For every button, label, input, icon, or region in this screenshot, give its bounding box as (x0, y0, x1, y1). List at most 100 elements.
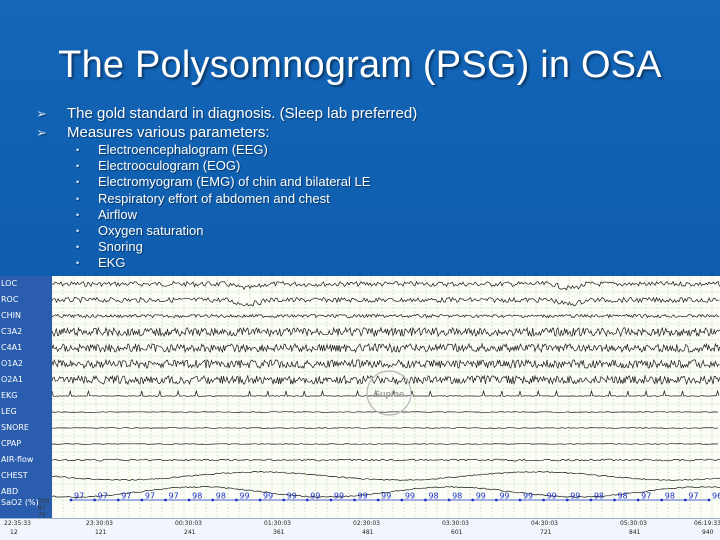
sub-bullet-text: Electrooculogram (EOG) (98, 158, 241, 174)
sub-bullet-item: • Airflow (36, 207, 716, 223)
sub-bullet-item: • Electromyogram (EMG) of chin and bilate… (36, 174, 716, 190)
channel-label-snore: SNORE (1, 423, 29, 432)
sao2-point (447, 498, 451, 502)
sao2-value-label: 99 (381, 492, 391, 501)
sub-bullet-item: • Electrooculogram (EOG) (36, 158, 716, 174)
dot-bullet-icon: • (76, 145, 80, 155)
bullet-item: ➢ Measures various parameters: (36, 123, 716, 142)
sao2-point (542, 498, 545, 502)
channel-label-c3a2: C3A2 (1, 327, 23, 336)
sao2-value-label: 97 (121, 492, 131, 501)
sao2-value-label: 99 (523, 492, 533, 501)
channel-label-roc: ROC (1, 295, 19, 304)
sao2-point (235, 498, 238, 502)
sao2-value-label: 99 (405, 492, 415, 501)
sao2-value-label: 98 (428, 492, 438, 501)
sao2-point (683, 498, 687, 502)
sao2-point (494, 498, 498, 502)
sub-bullet-item: • Oxygen saturation (36, 223, 716, 239)
sao2-value-label: 97 (145, 492, 155, 501)
sub-bullet-item: • EKG (36, 255, 716, 271)
sub-bullet-item: • Respiratory effort of abdomen and chest (36, 191, 716, 207)
epoch-label: 601 (451, 529, 463, 536)
sao2-value-label: 99 (547, 492, 557, 501)
sao2-value-label: 99 (239, 492, 249, 501)
sub-bullet-text: Snoring (98, 239, 143, 255)
sao2-value-label: 98 (216, 492, 226, 501)
sao2-value-label: 99 (310, 492, 320, 501)
epoch-label: 361 (273, 529, 285, 536)
sao2-point (211, 498, 215, 502)
dot-bullet-icon: • (76, 209, 80, 220)
time-label: 23:30:03 (86, 520, 113, 527)
trace-area: 97 97 97 97 97 98 98 99 99 99 99 99 99 99 99 98 98 99 99 99… (12, 276, 720, 518)
sao2-value-label: 99 (263, 492, 273, 501)
dot-bullet-icon: • (76, 193, 80, 204)
dot-bullet-icon: • (76, 161, 80, 172)
sao2-point (69, 498, 73, 502)
sao2-point (282, 498, 286, 502)
epoch-label: 841 (629, 529, 641, 536)
sao2-value-label: 97 (641, 492, 651, 501)
sao2-value-label: 97 (98, 492, 108, 501)
time-label: 02:30:03 (353, 520, 380, 527)
sao2-point (636, 498, 640, 502)
channel-label-leg: LEG (1, 407, 17, 416)
time-label: 01:30:03 (264, 520, 291, 527)
channel-label-c4a1: C4A1 (1, 343, 23, 352)
channel-label-o2a1: O2A1 (1, 375, 23, 384)
sao2-point (565, 498, 569, 502)
time-label: 03:30:03 (442, 520, 469, 527)
sao2-scale-top: 100 (38, 498, 50, 505)
sub-bullet-item: • Snoring (36, 239, 716, 255)
sao2-value-label: 97 (169, 492, 179, 501)
sao2-point (353, 498, 356, 502)
bullet-text: The gold standard in diagnosis. (Sleep l… (67, 105, 418, 122)
sao2-point (93, 498, 97, 502)
sao2-value-label: 99 (476, 492, 486, 501)
trace-roc (51, 296, 720, 307)
sub-bullet-text: Airflow (98, 206, 138, 222)
trace-air-flow (51, 458, 720, 462)
sao2-value-label: 99 (358, 492, 368, 501)
dot-bullet-icon: • (76, 177, 80, 188)
sao2-point (305, 498, 309, 502)
sub-bullet-text: Electromyogram (EMG) of chin and bilater… (98, 174, 371, 190)
sub-bullet-text: EKG (98, 255, 126, 271)
channel-label-abd: ABD (1, 487, 19, 496)
sao2-value-label: 98 (594, 492, 604, 501)
sao2-point (424, 498, 427, 502)
sao2-point (187, 498, 191, 502)
sao2-scale-low: 75 (38, 512, 46, 519)
epoch-label: 721 (540, 529, 552, 536)
bullet-text: Measures various parameters: (67, 124, 270, 141)
channel-label-column: LOC ROC CHIN C3A2 C4A1 O1A2 O2A1 EKG LEG SNORE CPA… (0, 276, 52, 518)
sub-bullet-text: Electroencephalogram (EEG) (98, 142, 268, 157)
trace-leg (51, 411, 719, 413)
sao2-value-label: 98 (617, 492, 627, 501)
polysomnogram-screenshot: LOC ROC CHIN C3A2 C4A1 O1A2 O2A1 EKG LEG SNORE CPA… (0, 276, 720, 540)
channel-label-loc: LOC (1, 279, 18, 288)
channel-label-ekg: EKG (1, 391, 18, 400)
sao2-point (164, 498, 167, 502)
sub-bullet-text: Respiratory effort of abdomen and chest (98, 190, 330, 206)
bullet-item: ➢ The gold standard in diagnosis. (Sleep … (36, 104, 716, 123)
channel-label-cpap: CPAP (1, 439, 22, 448)
trace-abd (51, 486, 720, 498)
epoch-label: 121 (95, 529, 107, 536)
sao2-value-label: 98 (452, 492, 462, 501)
sao2-point (400, 498, 404, 502)
sao2-point (518, 498, 522, 502)
sao2-value-label: 98 (665, 492, 675, 501)
time-axis-bar[interactable]: 22:35:33 23:30:03 00:30:03 01:30:03 02:30:03… (0, 518, 720, 540)
trace-o2a1 (51, 374, 720, 386)
sao2-point (329, 498, 333, 502)
sao2-value-label: 99 (287, 492, 297, 501)
sao2-value-label: 99 (334, 492, 344, 501)
channel-label-air-flow: AIR-flow (1, 455, 34, 464)
sao2-channel-label: SaO2 (%) (1, 498, 39, 507)
sao2-point (660, 498, 664, 502)
trace-ekg (51, 389, 720, 397)
sao2-point (471, 498, 475, 502)
dot-bullet-icon: • (76, 258, 80, 269)
